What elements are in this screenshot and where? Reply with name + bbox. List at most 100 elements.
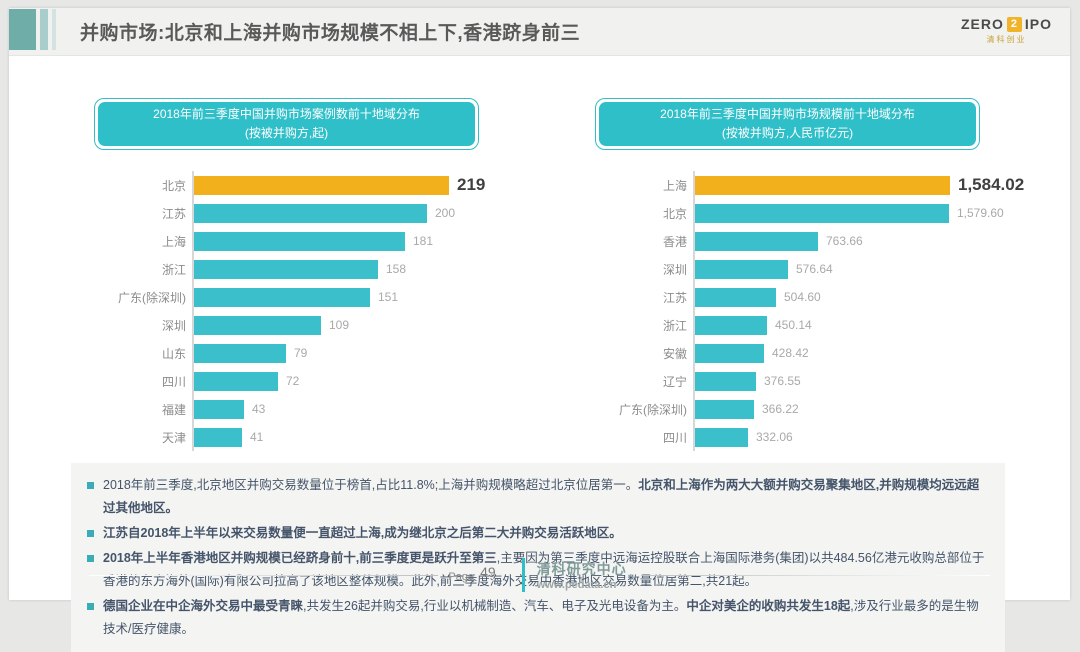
chart-bar (194, 203, 427, 223)
page-label: Page (448, 571, 475, 583)
bullet-text: 江苏自2018年上半年以来交易数量便一直超过上海,成为继北京之后第二大并购交易活… (103, 526, 622, 541)
chart-row: 深圳 576.64 (595, 255, 980, 284)
chart-row: 广东(除深圳) 151 (94, 283, 479, 312)
chart-plot-cell: 151 (192, 283, 479, 312)
chart-value-label: 151 (378, 290, 399, 305)
chart-plot-cell: 332.06 (693, 423, 980, 452)
logo-ipo-text: IPO (1024, 16, 1052, 32)
chart-category-label: 四川 (662, 430, 687, 445)
slide: 并购市场:北京和上海并购市场规模不相上下,香港跻身前三 ZERO 2 IPO 清… (9, 8, 1070, 652)
chart-row: 浙江 158 (94, 255, 479, 284)
bullet-item: 2018年上半年香港地区并购规模已经跻身前十,前三季度更是跃升至第三,主要因为第… (87, 547, 987, 593)
bullet-marker-icon (87, 530, 94, 538)
chart-plot-cell: 158 (192, 255, 479, 284)
chart-row: 四川 72 (94, 367, 479, 396)
chart-category-label: 上海 (662, 178, 687, 193)
chart-bar (695, 343, 764, 363)
chart-bar (695, 231, 818, 251)
chart-value-label: 428.42 (772, 346, 809, 361)
chart-value-label: 109 (329, 318, 350, 333)
bullet-marker-icon (87, 555, 94, 563)
chart-value-label: 72 (286, 374, 300, 389)
chart-value-label: 200 (435, 206, 456, 221)
chart-row: 辽宁 376.55 (595, 367, 980, 396)
decoration-stripe-1 (40, 9, 48, 50)
bullet-text: 2018年前三季度,北京地区并购交易数量位于榜首,占比11.8%;上海并购规模略… (103, 478, 980, 516)
chart-row: 江苏 504.60 (595, 283, 980, 312)
chart-value-label: 763.66 (826, 234, 863, 249)
chart-plot-cell: 576.64 (693, 255, 980, 284)
chart-category-label: 安徽 (662, 346, 687, 361)
bullet-item: 德国企业在中企海外交易中最受青睐,共发生26起并购交易,行业以机械制造、汽车、电… (87, 595, 987, 641)
chart-subtitle: (按被并购方,起) (244, 126, 329, 141)
logo-subtitle: 清科创业 (986, 35, 1027, 44)
chart-plot-cell: 1,579.60 (693, 199, 1004, 228)
logo-2-icon: 2 (1006, 16, 1022, 32)
chart-title-box: 2018年前三季度中国并购市场规模前十地域分布 (按被并购方,人民币亿元) (595, 98, 980, 151)
header-bar: 并购市场:北京和上海并购市场规模不相上下,香港跻身前三 ZERO 2 IPO 清… (9, 8, 1070, 56)
chart-bar (194, 343, 286, 363)
chart-row: 山东 79 (94, 339, 479, 368)
bullet-text: 德国企业在中企海外交易中最受青睐,共发生26起并购交易,行业以机械制造、汽车、电… (103, 599, 979, 637)
chart-value-label: 332.06 (756, 430, 793, 445)
zero2ipo-logo: ZERO 2 IPO 清科创业 (961, 16, 1052, 45)
chart-bar (194, 287, 370, 307)
org-website: www.pedata.cn (536, 579, 617, 591)
chart-value-label: 43 (252, 402, 266, 417)
chart-plot-cell: 376.55 (693, 367, 980, 396)
chart-category-label: 北京 (161, 178, 186, 193)
chart-row: 上海 181 (94, 227, 479, 256)
chart-row: 四川 332.06 (595, 423, 980, 452)
chart-category-label: 四川 (161, 374, 186, 389)
chart-title-box: 2018年前三季度中国并购市场案例数前十地域分布 (按被并购方,起) (94, 98, 479, 151)
page-indicator: Page 49 (448, 564, 495, 583)
chart-value-label: 1,584.02 (958, 175, 1025, 195)
chart-bar (695, 399, 754, 419)
chart-plot-cell: 366.22 (693, 395, 980, 424)
chart-bar (695, 315, 767, 335)
deal-count-chart: 2018年前三季度中国并购市场案例数前十地域分布 (按被并购方,起) 北京 219… (94, 98, 485, 452)
chart-value-label: 504.60 (784, 290, 821, 305)
chart-bar (194, 399, 244, 419)
bullet-text: 2018年上半年香港地区并购规模已经跻身前十,前三季度更是跃升至第三,主要因为第… (103, 551, 985, 589)
chart-row: 深圳 109 (94, 311, 479, 340)
chart-plot-cell: 109 (192, 311, 479, 340)
chart-category-label: 广东(除深圳) (118, 290, 186, 305)
footer-line-left (89, 574, 439, 576)
chart-bar (194, 315, 321, 335)
deal-value-chart: 2018年前三季度中国并购市场规模前十地域分布 (按被并购方,人民币亿元) 上海… (595, 98, 1024, 452)
chart-category-label: 深圳 (662, 262, 687, 277)
bullet-item: 2018年前三季度,北京地区并购交易数量位于榜首,占比11.8%;上海并购规模略… (87, 474, 987, 520)
chart-plot-cell: 1,584.02 (693, 171, 1025, 200)
chart-plot-cell: 72 (192, 367, 479, 396)
chart-rows: 上海 1,584.02 北京 1,579.60 香港 763.66 深圳 576.64 江苏 50… (595, 171, 1024, 452)
chart-row: 江苏 200 (94, 199, 479, 228)
chart-row: 浙江 450.14 (595, 311, 980, 340)
chart-plot-cell: 219 (192, 171, 486, 200)
chart-value-label: 376.55 (764, 374, 801, 389)
chart-bar (695, 427, 748, 447)
chart-value-label: 158 (386, 262, 407, 277)
chart-value-label: 366.22 (762, 402, 799, 417)
chart-bar (194, 371, 278, 391)
chart-row: 北京 219 (94, 171, 485, 200)
chart-value-label: 79 (294, 346, 308, 361)
chart-value-label: 219 (457, 175, 486, 195)
chart-bar (194, 427, 242, 447)
chart-plot-cell: 43 (192, 395, 479, 424)
chart-bar (194, 231, 405, 251)
chart-category-label: 深圳 (161, 318, 186, 333)
chart-category-label: 辽宁 (662, 374, 687, 389)
chart-plot-cell: 763.66 (693, 227, 980, 256)
logo-zero-text: ZERO (960, 16, 1004, 32)
footer-line-right (640, 574, 990, 576)
chart-category-label: 香港 (662, 234, 687, 249)
chart-bar (194, 259, 378, 279)
corner-decoration (9, 8, 56, 55)
bullet-item: 江苏自2018年上半年以来交易数量便一直超过上海,成为继北京之后第二大并购交易活… (87, 522, 987, 545)
charts-row: 2018年前三季度中国并购市场案例数前十地域分布 (按被并购方,起) 北京 219… (9, 56, 1070, 452)
chart-category-label: 江苏 (161, 206, 186, 221)
chart-row: 香港 763.66 (595, 227, 980, 256)
chart-bar (695, 371, 756, 391)
chart-title: 2018年前三季度中国并购市场案例数前十地域分布 (153, 107, 420, 121)
